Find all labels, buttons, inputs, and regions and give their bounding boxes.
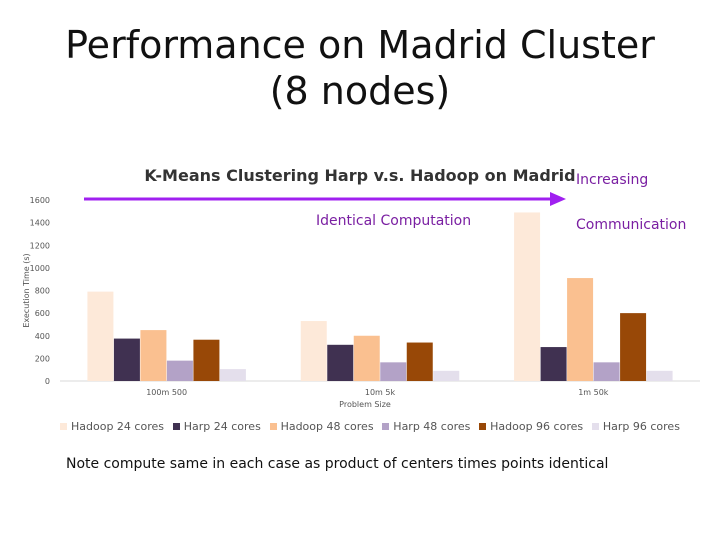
bar xyxy=(219,369,246,381)
x-axis-title: Problem Size xyxy=(339,400,391,409)
y-tick-label: 0 xyxy=(45,377,50,386)
legend-swatch xyxy=(60,423,67,430)
legend-label: Harp 96 cores xyxy=(602,420,680,433)
bar xyxy=(193,339,220,381)
y-tick-label: 1400 xyxy=(30,219,50,228)
legend-label: Hadoop 48 cores xyxy=(280,420,374,433)
bar xyxy=(166,360,193,381)
legend-label: Harp 48 cores xyxy=(393,420,471,433)
callout-identical-computation: Identical Computation xyxy=(316,213,472,229)
legend-label: Hadoop 96 cores xyxy=(490,420,584,433)
bar xyxy=(567,278,594,381)
y-tick-label: 800 xyxy=(35,287,50,296)
legend-item: Hadoop 24 cores xyxy=(60,420,164,433)
slide-title: Performance on Madrid Cluster (8 nodes) xyxy=(65,23,655,113)
bar xyxy=(380,362,407,381)
footnote: Note compute same in each case as produc… xyxy=(66,456,609,472)
callout-increasing: Increasing xyxy=(576,172,649,188)
chart-legend: Hadoop 24 cores Harp 24 cores Hadoop 48 co… xyxy=(60,420,680,433)
y-axis-title: Execution Time (s) xyxy=(22,253,31,327)
legend-label: Harp 24 cores xyxy=(183,420,261,433)
bar xyxy=(540,347,567,381)
x-tick-label: 1m 50k xyxy=(578,388,609,397)
bar xyxy=(514,212,541,381)
bar xyxy=(593,362,620,381)
x-tick-label: 100m 500 xyxy=(146,388,187,397)
bar xyxy=(433,370,460,381)
y-tick-label: 400 xyxy=(35,332,50,341)
legend-swatch xyxy=(591,423,599,430)
bar xyxy=(646,370,673,381)
y-tick-label: 1200 xyxy=(30,241,50,250)
legend-item: Harp 24 cores xyxy=(172,420,261,433)
legend-swatch xyxy=(479,423,487,430)
bar xyxy=(300,321,327,381)
y-tick-label: 600 xyxy=(35,309,50,318)
bar xyxy=(140,330,167,381)
increasing-arrow-head xyxy=(550,192,566,206)
legend-swatch xyxy=(172,423,180,430)
bar xyxy=(327,344,354,381)
legend-item: Harp 48 cores xyxy=(382,420,470,433)
x-tick-label: 10m 5k xyxy=(365,388,396,397)
legend-label: Hadoop 24 cores xyxy=(71,420,164,433)
y-tick-label: 1000 xyxy=(30,264,50,273)
legend-swatch xyxy=(382,423,390,430)
y-tick-label: 200 xyxy=(35,354,50,363)
y-tick-label: 1600 xyxy=(30,196,50,205)
legend-item: Hadoop 48 cores xyxy=(269,420,374,433)
bar xyxy=(620,313,647,381)
bar xyxy=(353,335,380,381)
bar xyxy=(87,291,114,381)
bar xyxy=(406,342,433,381)
bar xyxy=(113,338,140,381)
callout-communication: Communication xyxy=(576,217,687,233)
legend-item: Harp 96 cores xyxy=(591,420,680,433)
legend-item: Hadoop 96 cores xyxy=(479,420,583,433)
legend-swatch xyxy=(269,423,277,430)
chart-title: K-Means Clustering Harp v.s. Hadoop on M… xyxy=(144,166,576,185)
